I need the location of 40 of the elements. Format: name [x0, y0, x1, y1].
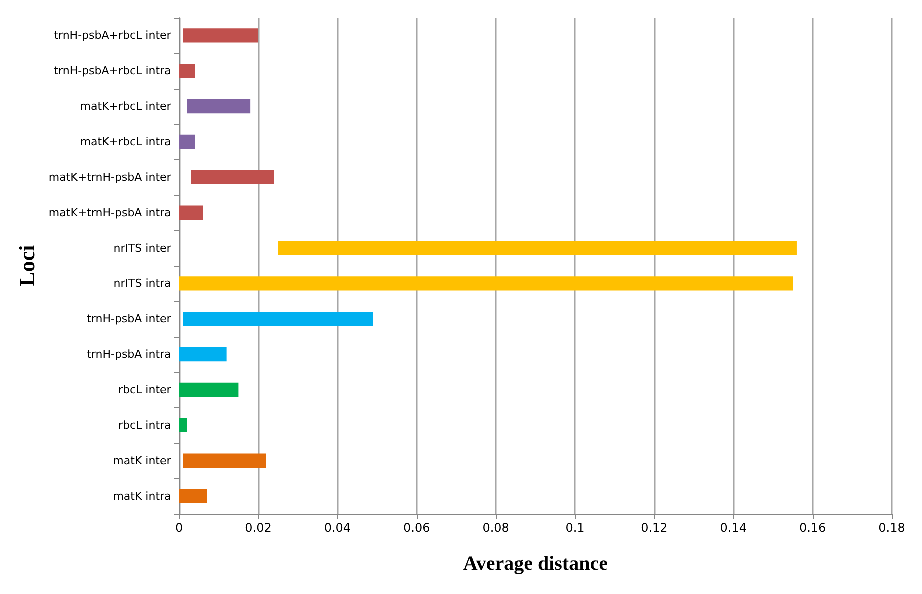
y-tick-label: matK+rbcL intra — [80, 136, 172, 148]
x-tick-label: 0 — [175, 521, 184, 535]
y-tick-label: trnH-psbA intra — [87, 348, 172, 362]
y-tick-label: rbcL intra — [118, 418, 172, 432]
x-tick-label: 0.08 — [482, 521, 510, 535]
bar — [179, 276, 794, 291]
bar — [179, 206, 204, 220]
bar — [179, 64, 196, 78]
x-tick-label: 0.12 — [641, 521, 668, 535]
bar — [183, 28, 258, 43]
y-tick-label: trnH-psbA+rbcL intra — [54, 64, 172, 78]
bar — [183, 312, 374, 326]
y-tick-label: trnH-psbA+rbcL inter — [54, 29, 172, 42]
y-axis-title: Loci — [14, 245, 40, 287]
bar — [179, 382, 239, 398]
x-tick-label: 0.02 — [245, 521, 272, 535]
x-axis-title: Average distance — [463, 553, 608, 575]
x-tick-label: 0.04 — [324, 521, 352, 535]
y-tick-label: matK intra — [113, 490, 172, 503]
y-tick-label: trnH-psbA inter — [87, 312, 172, 326]
y-tick-label: matK+rbcL inter — [80, 100, 172, 114]
y-tick-label: matK+trnH-psbA intra — [48, 206, 172, 220]
y-tick-label: nrITS intra — [114, 277, 172, 290]
y-tick-label: nrITS inter — [114, 242, 172, 255]
y-tick-label: rbcL inter — [118, 384, 172, 396]
bar — [278, 241, 797, 256]
bar — [183, 454, 266, 468]
y-tick-label: matK inter — [113, 454, 172, 468]
y-tick-label: matK+trnH-psbA inter — [48, 170, 172, 184]
bar — [179, 418, 188, 433]
bar — [191, 170, 274, 185]
x-tick-label: 0.1 — [566, 521, 585, 535]
x-tick-label: 0.18 — [878, 521, 906, 535]
x-tick-label: 0.06 — [404, 521, 430, 535]
bar — [187, 99, 251, 114]
x-tick-label: 0.14 — [720, 521, 747, 535]
bar — [179, 134, 196, 150]
x-tick-label: 0.16 — [799, 521, 826, 535]
bar — [179, 489, 208, 504]
bar — [179, 347, 227, 362]
